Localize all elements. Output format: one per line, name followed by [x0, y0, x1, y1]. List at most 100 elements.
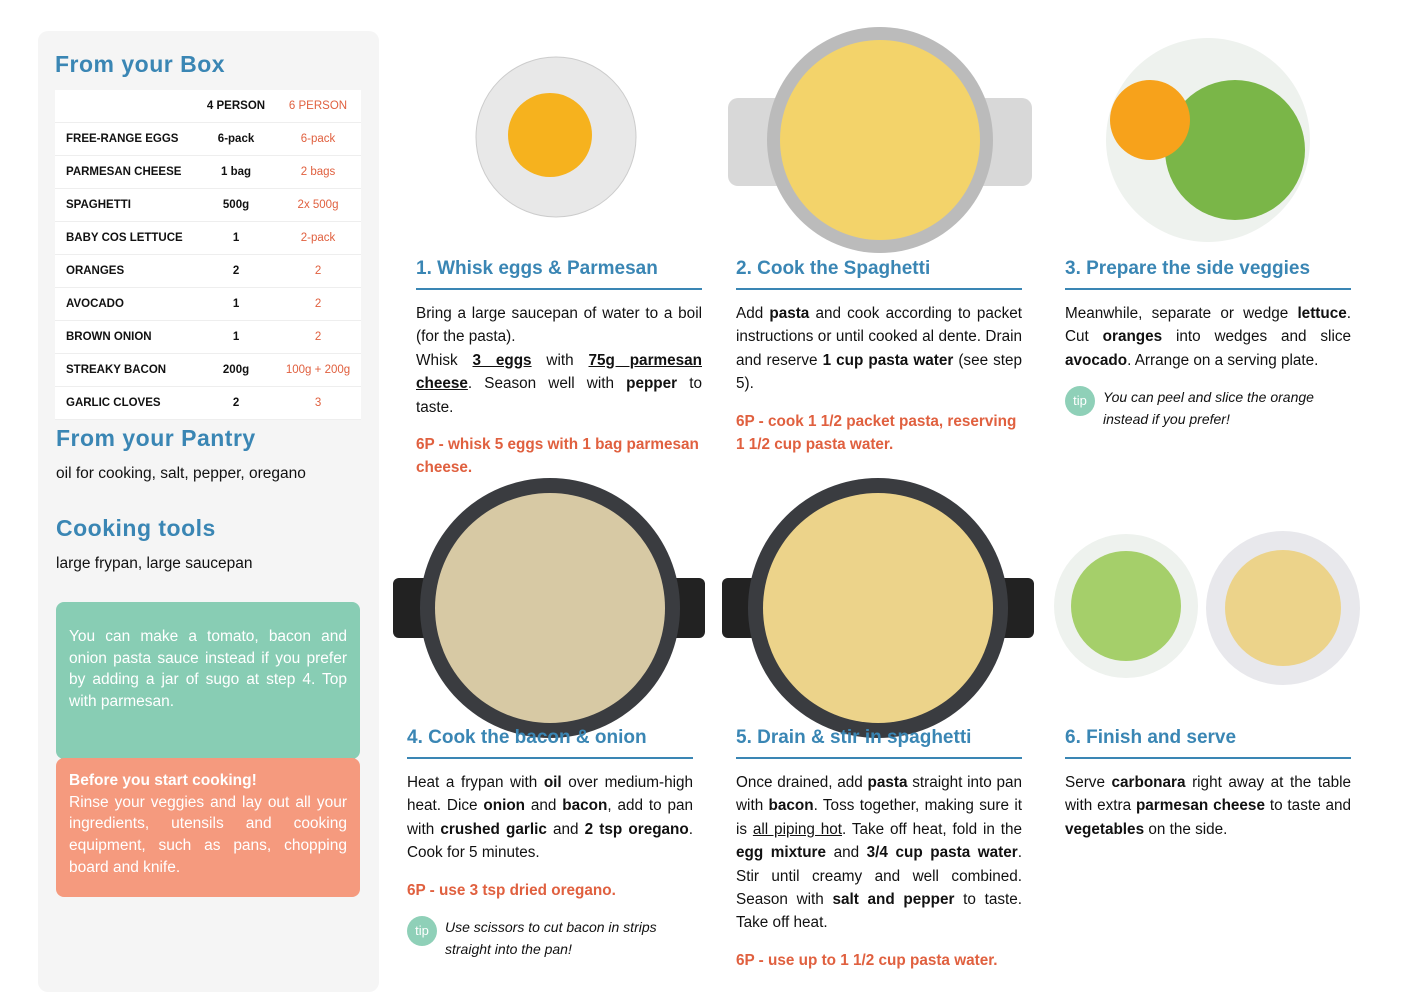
amount: 1 [197, 287, 276, 321]
text-run: . Season well with [467, 375, 627, 393]
text-run: carbonara [1111, 774, 1186, 791]
tip-text: Use scissors to cut bacon in strips stra… [445, 919, 657, 958]
ingredient: BABY COS LETTUCE [55, 221, 197, 255]
amount: 1 [197, 320, 276, 354]
header-cell [55, 90, 197, 123]
tip-text: You can peel and slice the orange instea… [1103, 389, 1314, 428]
step: 1. Whisk eggs & Parmesan Bring a large sa… [416, 258, 702, 480]
amount: 500g [197, 188, 276, 222]
paragraph: Heat a frypan with oil over medium-high … [407, 771, 693, 865]
text-run: vegetables [1065, 820, 1145, 838]
paragraph: Once drained, add pasta straight into pa… [736, 771, 1022, 935]
step-body: Add pasta and cook according to packet i… [736, 302, 1022, 396]
paragraph: Meanwhile, separate or wedge lettuce. Cu… [1065, 302, 1351, 372]
text-run: Serve [1065, 774, 1112, 791]
table-row: PARMESAN CHEESE 1 bag 2 bags [55, 155, 361, 189]
spaghetti [780, 40, 980, 240]
text-run: pepper [626, 375, 678, 393]
amount: 2 bags [275, 155, 361, 189]
text-run: and [546, 820, 585, 838]
bacon-onion [435, 493, 665, 723]
table-row: STREAKY BACON 200g 100g + 200g [55, 353, 361, 387]
paragraph: Whisk 3 eggs with 75g parmesan cheese. S… [416, 349, 702, 419]
sidebar: From your Box 4 PERSON 6 PERSON FREE-RANGE… [38, 31, 379, 992]
amount: 2-pack [275, 221, 361, 255]
step-title: 3. Prepare the side veggies [1065, 258, 1351, 290]
ingredient: FREE-RANGE EGGS [55, 122, 197, 156]
step: 3. Prepare the side veggies Meanwhile, se… [1065, 258, 1351, 430]
egg-mixture [508, 93, 592, 177]
table-row: AVOCADO 1 2 [55, 287, 361, 321]
table-row: BROWN ONION 1 2 [55, 320, 361, 354]
text-run: . Stir until creamy and well combined. S… [736, 844, 1022, 909]
text-run: , add to pan with [407, 797, 693, 838]
text-run: 2 tsp oregano [584, 820, 689, 838]
text-run: . Toss together, making sure it is [736, 797, 1022, 838]
text-run: lettuce [1297, 305, 1347, 322]
step: 6. Finish and serve Serve carbonara right… [1065, 727, 1351, 841]
six-person-note: 6P - use up to 1 1/2 cup pasta water. [736, 951, 998, 969]
ingredient: AVOCADO [55, 287, 197, 321]
text-run: Whisk [416, 351, 473, 369]
step-body: Once drained, add pasta straight into pa… [736, 771, 1022, 935]
carbonara [1225, 550, 1341, 666]
text-run: to taste. [416, 375, 702, 416]
text-run: egg mixture [736, 844, 827, 862]
text-run: salt and pepper [832, 891, 955, 909]
section-title: Cooking tools [56, 515, 216, 541]
pantry-text: oil for cooking, salt, pepper, oregano [56, 465, 306, 482]
amount: 2 [275, 320, 361, 354]
tip: tip Use scissors to cut bacon in strips s… [407, 916, 693, 960]
carbonara [763, 493, 993, 723]
text-run: Add [736, 305, 770, 322]
amount: 2 [275, 254, 361, 288]
text-run: . Arrange on a serving plate. [1127, 351, 1319, 369]
step-body: Meanwhile, separate or wedge lettuce. Cu… [1065, 302, 1351, 372]
amount: 2 [197, 386, 276, 420]
text-run: . Cut [1065, 305, 1351, 346]
step-title: 1. Whisk eggs & Parmesan [416, 258, 702, 290]
step-body: Heat a frypan with oil over medium-high … [407, 771, 693, 865]
amount: 6-pack [197, 122, 276, 156]
text-run: Meanwhile, separate or wedge [1065, 305, 1298, 322]
step-title: 6. Finish and serve [1065, 727, 1351, 759]
oranges [1110, 80, 1190, 160]
text-run: . Take off heat, fold in the [842, 820, 1022, 838]
text-run: with [531, 351, 589, 369]
text-run: 75g parmesan cheese [416, 351, 702, 393]
section-title: From your Pantry [56, 425, 256, 451]
before-title: Before you start cooking! [69, 772, 257, 789]
table-row: BABY COS LETTUCE 1 2-pack [55, 221, 361, 255]
ingredient: PARMESAN CHEESE [55, 155, 197, 189]
text-run: onion [483, 797, 526, 815]
text-run: to taste and [1264, 797, 1351, 815]
tip-badge: tip [407, 916, 437, 947]
text-run: Heat a frypan with [407, 774, 544, 791]
step-body: Bring a large saucepan of water to a boi… [416, 302, 702, 419]
header-cell: 6 PERSON [275, 90, 361, 123]
six-person-note: 6P - cook 1 1/2 packet pasta, reserving … [736, 412, 1017, 454]
text-run: all piping hot [752, 820, 843, 838]
ingredient: STREAKY BACON [55, 353, 197, 387]
before-text: Rinse your veggies and lay out all your … [69, 793, 347, 876]
amount: 200g [197, 353, 276, 387]
step: 5. Drain & stir in spaghetti Once drained… [736, 727, 1022, 972]
amount: 2 [197, 254, 276, 288]
ingredient: ORANGES [55, 254, 197, 288]
table-header: 4 PERSON 6 PERSON [55, 90, 361, 123]
step-title: 5. Drain & stir in spaghetti [736, 727, 1022, 759]
text-run: bacon [562, 797, 608, 815]
amount: 2 [275, 287, 361, 321]
text-run: over medium-high heat. Dice [407, 774, 693, 815]
step: 4. Cook the bacon & onion Heat a frypan w… [407, 727, 693, 960]
tools-text: large frypan, large saucepan [56, 555, 253, 572]
text-run: oil [543, 774, 562, 791]
text-run: . Cook for 5 minutes. [407, 820, 693, 862]
paragraph: Serve carbonara right away at the table … [1065, 771, 1351, 841]
text-run: avocado [1065, 351, 1128, 369]
text-run: straight into pan with [736, 774, 1022, 815]
ingredient: GARLIC CLOVES [55, 386, 197, 420]
header-cell: 4 PERSON [197, 90, 276, 123]
